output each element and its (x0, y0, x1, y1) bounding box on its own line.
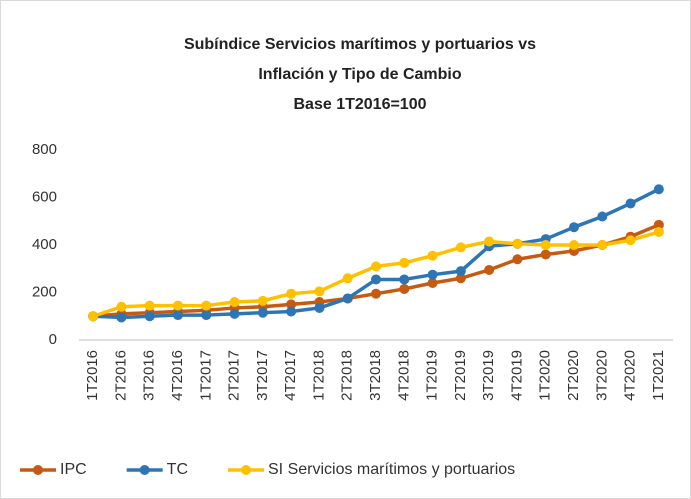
point (286, 306, 297, 317)
point (399, 274, 410, 285)
point (314, 302, 325, 313)
point (342, 293, 353, 304)
x-tick-label: 4T2020 (622, 350, 639, 401)
point (173, 310, 183, 321)
x-tick-label: 2T2020 (565, 350, 582, 401)
x-tick-label: 4T2018 (395, 350, 412, 401)
point (286, 288, 297, 299)
point (484, 264, 495, 275)
point (371, 261, 381, 272)
chart-title: Subíndice Servicios marítimos y portuari… (184, 36, 536, 53)
point (201, 300, 212, 311)
point (427, 250, 438, 261)
point (597, 240, 608, 250)
point (257, 295, 268, 306)
x-tick-label: 1T2019 (424, 350, 441, 401)
point (427, 278, 438, 288)
point (540, 249, 551, 260)
point (144, 300, 155, 311)
point (371, 288, 381, 299)
point (625, 235, 636, 246)
point (427, 269, 438, 280)
x-tick-label: 1T2016 (84, 350, 101, 401)
legend-marker (139, 465, 150, 475)
point (201, 310, 212, 321)
x-tick-label: 3T2020 (593, 350, 610, 401)
chart-title: Inflación y Tipo de Cambio (258, 66, 462, 83)
point (597, 211, 608, 222)
point (116, 312, 127, 323)
x-tick-label: 2T2018 (339, 350, 356, 401)
point (229, 297, 240, 307)
point (653, 184, 664, 195)
point (484, 236, 495, 247)
x-tick-label: 3T2017 (254, 350, 271, 401)
y-tick-label: 400 (32, 236, 57, 253)
chart-subtitle: Base 1T2016=100 (294, 96, 427, 113)
point (229, 308, 240, 319)
x-tick-label: 1T2018 (310, 350, 327, 401)
legend-label: TC (167, 461, 188, 478)
point (88, 311, 99, 322)
point (540, 240, 551, 250)
x-tick-label: 4T2017 (282, 350, 299, 401)
point (653, 219, 664, 230)
point (257, 307, 268, 318)
y-tick-label: 800 (32, 141, 57, 158)
point (455, 273, 466, 284)
point (653, 226, 664, 237)
y-tick-label: 600 (32, 188, 57, 205)
point (625, 198, 636, 209)
point (569, 240, 579, 250)
legend-marker (241, 465, 251, 475)
legend-label: IPC (60, 461, 87, 478)
point (569, 222, 579, 233)
point (173, 300, 183, 311)
x-tick-label: 3T2019 (480, 350, 497, 401)
point (455, 242, 466, 253)
point (512, 238, 523, 249)
x-tick-label: 1T2017 (197, 350, 214, 401)
legend-marker (33, 465, 43, 475)
y-tick-label: 0 (49, 331, 57, 348)
point (399, 283, 410, 294)
point (342, 273, 353, 284)
x-tick-label: 2T2017 (226, 350, 243, 401)
point (512, 254, 523, 265)
point (286, 299, 297, 310)
point (371, 274, 381, 285)
point (455, 266, 466, 277)
x-tick-label: 3T2016 (141, 350, 158, 401)
x-tick-label: 4T2019 (508, 350, 525, 401)
point (314, 286, 325, 297)
point (116, 301, 127, 312)
point (399, 257, 410, 268)
x-tick-label: 1T2021 (650, 350, 667, 401)
x-tick-label: 4T2016 (169, 350, 186, 401)
x-tick-label: 3T2018 (367, 350, 384, 401)
legend-label: SI Servicios marítimos y portuarios (268, 461, 515, 478)
x-tick-label: 1T2020 (537, 350, 554, 401)
point (144, 311, 155, 322)
x-tick-label: 2T2019 (452, 350, 469, 401)
y-tick-label: 200 (32, 283, 57, 300)
x-tick-label: 2T2016 (112, 350, 129, 401)
